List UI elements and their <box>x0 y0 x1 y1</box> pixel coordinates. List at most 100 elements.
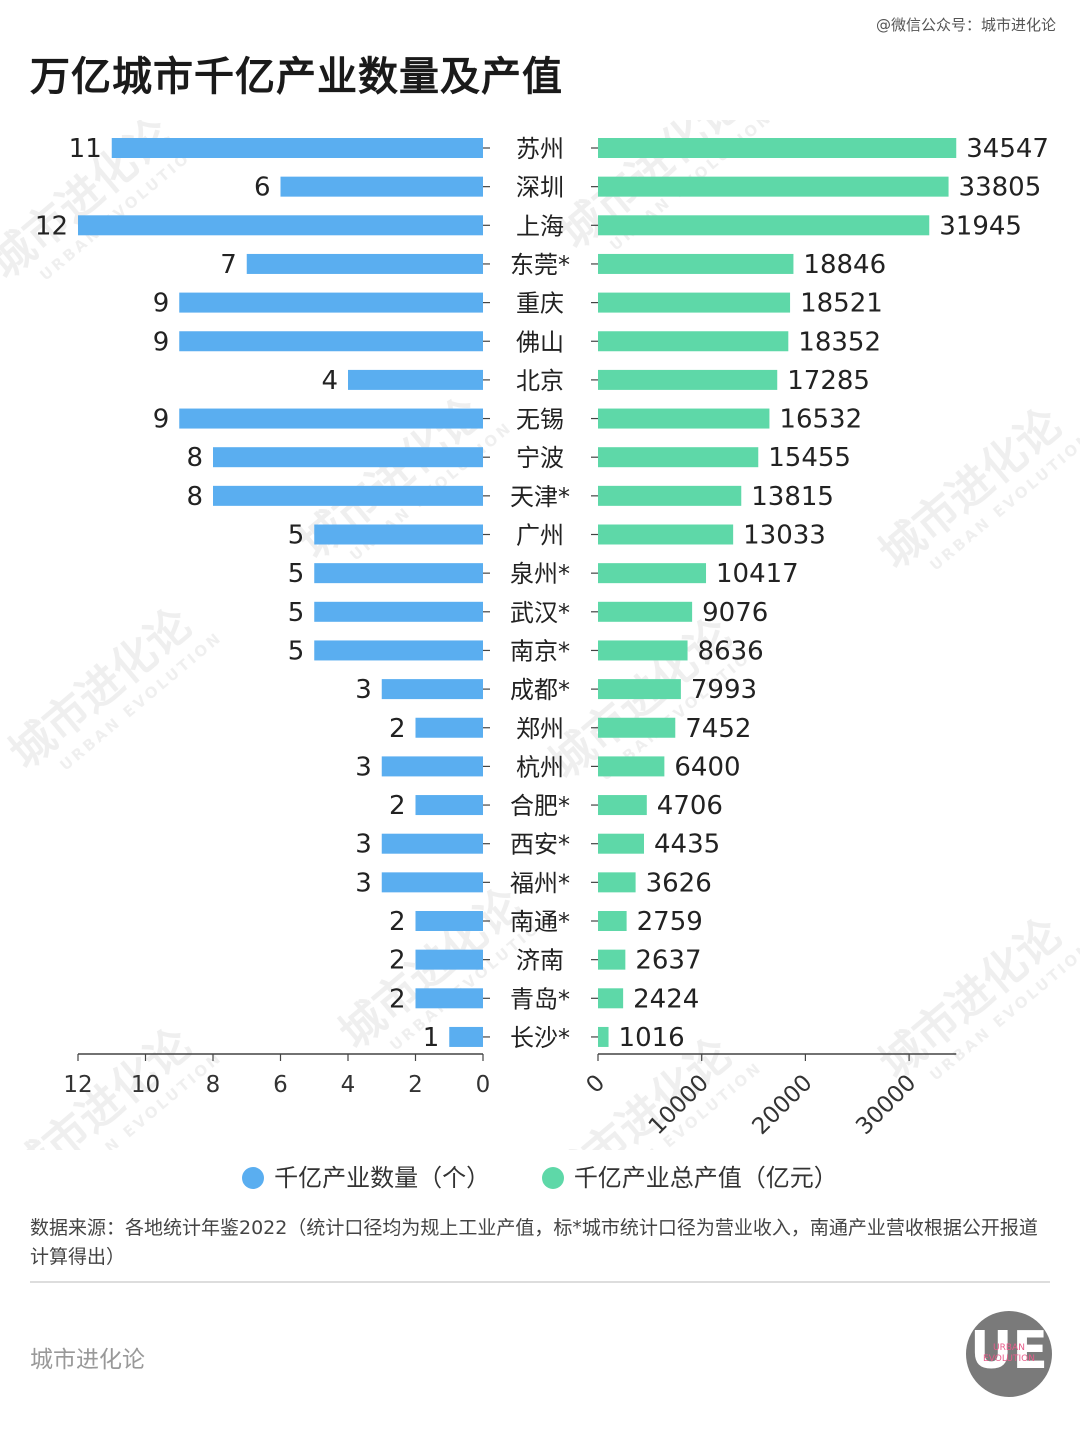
value-label: 31945 <box>939 211 1022 241</box>
count-value-label: 9 <box>153 289 170 319</box>
count-bar <box>179 292 483 313</box>
value-label: 1016 <box>619 1023 685 1053</box>
count-bar <box>415 717 483 738</box>
city-label: 杭州 <box>516 753 564 781</box>
data-source-note: 数据来源：各地统计年鉴2022（统计口径均为规上工业产值，标*城市统计口径为营业… <box>30 1217 1038 1268</box>
count-bar <box>415 911 483 931</box>
left-axis-tick-label: 8 <box>206 1072 221 1098</box>
legend: 千亿产业数量（个） 千亿产业总产值（亿元） <box>0 1158 1080 1193</box>
value-bar <box>598 1026 609 1047</box>
value-label: 7993 <box>691 675 757 705</box>
value-label: 8636 <box>698 636 764 666</box>
value-label: 13033 <box>743 521 826 551</box>
value-label: 18521 <box>800 289 883 319</box>
value-label: 33805 <box>959 173 1042 203</box>
count-value-label: 8 <box>186 482 203 512</box>
value-bar <box>598 949 626 970</box>
left-axis-tick-label: 0 <box>476 1072 491 1098</box>
value-bars: 34547 33805 31945 18846 18521 18352 17285 16532… <box>598 134 1049 1053</box>
value-label: 10417 <box>716 559 799 589</box>
count-value-label: 3 <box>355 868 372 898</box>
count-bar <box>449 1026 483 1047</box>
value-label: 2637 <box>635 946 701 976</box>
count-bar <box>280 176 483 197</box>
legend-label-count: 千亿产业数量（个） <box>274 1164 491 1192</box>
count-value-label: 9 <box>153 405 170 435</box>
count-value-label: 12 <box>35 211 68 241</box>
value-bar <box>598 408 770 429</box>
count-bar <box>348 369 483 390</box>
count-value-label: 4 <box>321 366 338 396</box>
city-label: 宁波 <box>516 444 564 472</box>
city-label: 北京 <box>516 367 564 395</box>
value-bar <box>598 795 647 816</box>
watermark-text: 城市进化论 <box>0 598 202 779</box>
value-label: 13815 <box>751 482 834 512</box>
count-bar <box>381 872 483 893</box>
city-label: 重庆 <box>516 290 564 318</box>
value-label: 4706 <box>657 791 723 821</box>
count-bar <box>246 253 483 274</box>
value-label: 16532 <box>779 405 862 435</box>
city-label: 泉州* <box>510 560 570 588</box>
city-label: 福州* <box>510 869 570 897</box>
city-label: 郑州 <box>516 715 564 743</box>
city-label: 长沙* <box>510 1024 570 1052</box>
value-bar <box>598 138 957 158</box>
value-bar <box>598 601 693 622</box>
city-label: 广州 <box>516 522 564 550</box>
count-bar <box>314 601 483 622</box>
count-bar <box>381 679 483 700</box>
city-label: 上海 <box>516 212 564 240</box>
count-bar <box>179 331 483 352</box>
value-label: 34547 <box>966 134 1049 164</box>
count-value-label: 7 <box>220 250 237 280</box>
legend-label-value: 千亿产业总产值（亿元） <box>573 1164 838 1192</box>
city-label: 成都* <box>510 676 570 704</box>
count-value-label: 2 <box>389 946 406 976</box>
value-bar <box>598 756 665 777</box>
count-bar <box>415 988 483 1009</box>
count-value-label: 2 <box>389 984 406 1014</box>
count-bar <box>381 756 483 777</box>
count-value-label: 6 <box>254 173 271 203</box>
value-bar <box>598 215 930 236</box>
city-label: 武汉* <box>510 599 570 627</box>
value-label: 6400 <box>674 752 740 782</box>
count-bar <box>381 833 483 854</box>
legend-dot-value <box>541 1167 564 1189</box>
city-label: 青岛* <box>510 985 570 1013</box>
count-bar <box>314 640 483 661</box>
value-label: 3626 <box>646 868 712 898</box>
logo-subtext: URBAN EVOLUTION <box>983 1343 1035 1364</box>
city-label: 南通* <box>510 908 570 936</box>
count-value-label: 5 <box>288 636 305 666</box>
city-label: 东莞* <box>510 251 570 279</box>
watermark-text: 城市进化论 <box>870 908 1072 1089</box>
logo-mark: UE <box>970 1321 1048 1381</box>
value-label: 7452 <box>685 714 751 744</box>
value-bar <box>598 717 676 738</box>
count-bar <box>314 524 483 545</box>
value-bar <box>598 911 627 931</box>
city-label: 合肥* <box>510 792 570 820</box>
value-bar <box>598 640 688 661</box>
count-value-label: 8 <box>186 443 203 473</box>
value-bar <box>598 872 636 893</box>
count-value-label: 2 <box>389 907 406 937</box>
count-value-label: 5 <box>288 559 305 589</box>
count-value-label: 1 <box>423 1023 440 1053</box>
count-value-label: 2 <box>389 791 406 821</box>
left-axis-tick-label: 6 <box>273 1072 288 1098</box>
city-label: 苏州 <box>516 135 564 163</box>
count-value-label: 3 <box>355 830 372 860</box>
city-label: 济南 <box>516 947 564 975</box>
value-label: 18846 <box>803 250 886 280</box>
source-watermark: @微信公众号：城市进化论 <box>875 16 1056 34</box>
chart-title: 万亿城市千亿产业数量及产值 <box>30 54 563 100</box>
count-value-label: 9 <box>153 327 170 357</box>
